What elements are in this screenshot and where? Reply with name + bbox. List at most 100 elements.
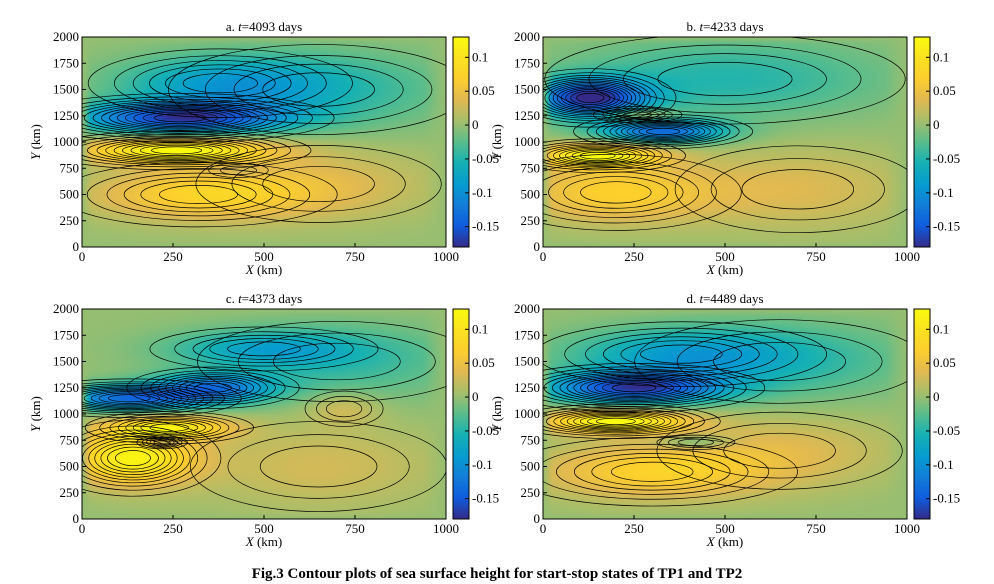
contour-line: [602, 107, 673, 122]
y-tick-label: 1500: [53, 354, 79, 369]
contour-line: [623, 53, 827, 105]
y-axis-var: Y: [28, 151, 43, 160]
colorbar: 0.1 0.05 0 -0.05 -0.1 -0.15: [913, 308, 960, 520]
contour-line: [674, 145, 907, 234]
contour-lines: [543, 37, 907, 234]
contour-line: [82, 429, 199, 487]
x-axis-label: X (km): [706, 534, 743, 549]
colorbar-tick-label: -0.05: [472, 151, 499, 166]
contour-line: [130, 143, 223, 158]
contour-line: [544, 82, 637, 114]
colorbar-tick-label: 0.05: [933, 355, 956, 370]
contour-line: [543, 80, 641, 116]
contour-line: [101, 104, 260, 131]
contour-line: [587, 416, 645, 427]
contour-line: [82, 433, 191, 484]
y-axis-label: Y (km): [28, 396, 43, 432]
contour-line: [192, 334, 336, 363]
contour-line: [82, 135, 278, 166]
contour-line: [560, 411, 672, 431]
colorbar: 0.1 0.05 0 -0.05 -0.1 -0.15: [913, 36, 960, 248]
contour-line: [227, 434, 410, 499]
x-tick-label: 0: [79, 249, 86, 264]
contour-line: [594, 380, 674, 396]
x-tick-label: 1000: [894, 521, 920, 536]
contour-line: [82, 385, 205, 412]
contour-line: [656, 411, 903, 490]
y-axis-unit: (km): [489, 396, 504, 425]
contour-line: [543, 144, 656, 167]
y-axis-var: Y: [489, 151, 504, 160]
panel-title: b. t=4233 days: [686, 19, 763, 34]
contour-line: [543, 141, 673, 171]
colorbar-tick-label: -0.15: [933, 219, 960, 234]
panel-title-prefix: a.: [226, 19, 238, 34]
contour-line: [638, 126, 688, 137]
contour-line: [603, 119, 724, 144]
contour-line: [172, 377, 255, 398]
contour-line: [82, 130, 312, 171]
x-tick-label: 1000: [433, 521, 459, 536]
panel-title-prefix: d.: [686, 291, 699, 306]
contour-line: [570, 90, 611, 105]
contour-line: [610, 461, 694, 482]
panel-title-var: t: [238, 291, 242, 306]
y-axis-var: Y: [489, 423, 504, 432]
contour-line: [620, 340, 743, 368]
panel-title: a. t=4093 days: [226, 19, 302, 34]
contour-line: [82, 98, 299, 137]
x-axis-var: X: [706, 262, 716, 277]
y-axis-unit: (km): [28, 124, 43, 153]
contour-lines: [543, 319, 907, 507]
y-tick-label: 1250: [514, 380, 540, 395]
y-tick-label: 1750: [514, 327, 540, 342]
y-tick-label: 0: [534, 511, 541, 526]
colorbar: 0.1 0.05 0 -0.05 -0.1 -0.15: [452, 36, 499, 248]
contour-line: [543, 321, 827, 387]
contour-line: [710, 158, 885, 221]
contour-line: [545, 409, 686, 434]
y-tick-label: 1750: [514, 55, 540, 70]
colorbar-tick-label: 0: [933, 389, 940, 404]
panel-title: d. t=4489 days: [686, 291, 763, 306]
contour-line: [603, 336, 760, 372]
panel-a: 0 250 500 750 1000 0 250 500 750 1000 1250 1500 1750…: [28, 19, 499, 277]
contour-line: [543, 406, 705, 437]
y-tick-label: 500: [60, 459, 80, 474]
colorbar-tick-label: -0.05: [933, 151, 960, 166]
contour-line: [100, 443, 166, 473]
colorbar-tick-label: 0.1: [472, 49, 488, 64]
panel-title-value: =4233 days: [703, 19, 763, 34]
x-tick-label: 750: [345, 521, 365, 536]
contour-line: [611, 383, 657, 393]
y-tick-label: 750: [60, 160, 80, 175]
contour-line: [676, 331, 883, 392]
contour-line: [565, 89, 616, 107]
contour-line: [82, 133, 292, 168]
contour-line: [204, 55, 433, 124]
contour-line: [82, 419, 222, 497]
x-axis-var: X: [245, 534, 255, 549]
contour-line: [548, 171, 684, 214]
contour-line: [237, 332, 436, 391]
contour-line: [106, 172, 291, 217]
panel-title-value: =4373 days: [242, 291, 302, 306]
y-tick-label: 0: [73, 511, 80, 526]
panel-title-value: =4093 days: [242, 19, 302, 34]
contour-line: [149, 438, 175, 446]
contour-line: [159, 185, 238, 204]
contour-line: [154, 113, 207, 123]
y-tick-label: 1250: [53, 380, 79, 395]
contour-line: [82, 161, 338, 228]
contour-line: [555, 448, 749, 495]
panel-title-prefix: b.: [686, 19, 699, 34]
colorbar-gradient: [913, 308, 931, 520]
contour-line: [602, 381, 666, 395]
contour-line: [92, 103, 268, 133]
colorbar-tick-label: -0.15: [933, 491, 960, 506]
colorbar-tick-label: 0.1: [472, 321, 488, 336]
x-tick-label: 0: [79, 521, 86, 536]
contour-line: [553, 410, 679, 432]
colorbar-tick-label: -0.1: [933, 185, 954, 200]
